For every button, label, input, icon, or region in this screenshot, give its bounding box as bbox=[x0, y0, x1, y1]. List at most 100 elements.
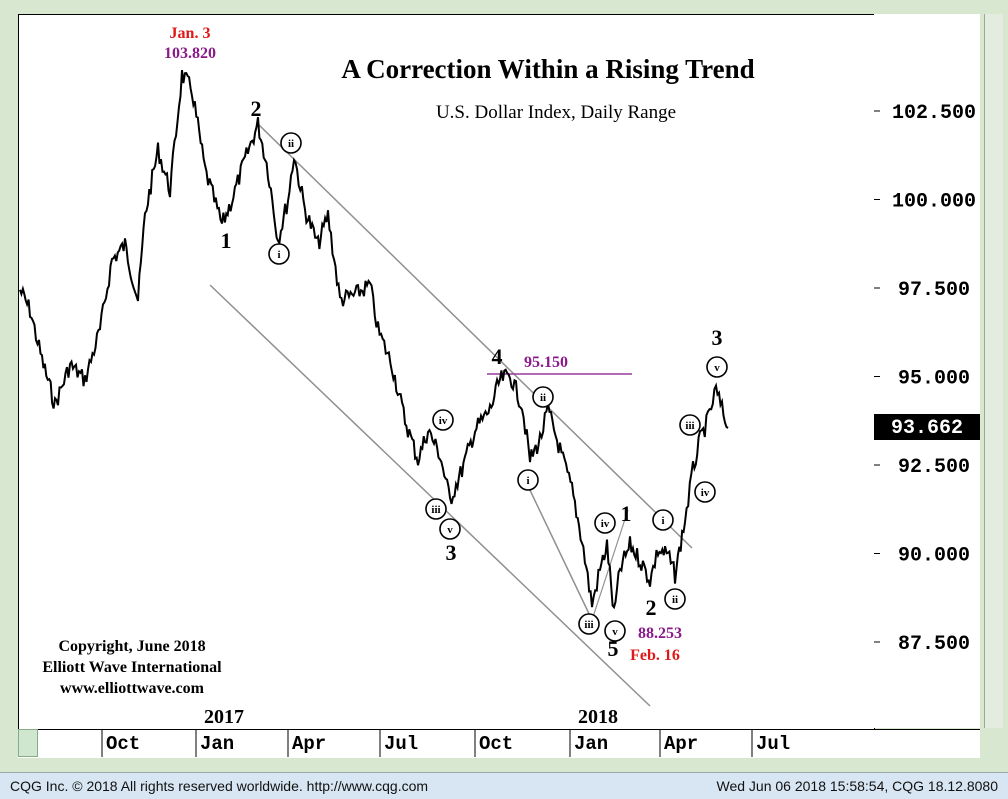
wave-label: 3 bbox=[446, 540, 457, 565]
low-value-label: 88.253 bbox=[638, 625, 682, 642]
subwave-label: i bbox=[517, 469, 539, 491]
wave-label: 3 bbox=[712, 325, 723, 350]
subwave-circle bbox=[706, 356, 728, 378]
subwave-text: v bbox=[612, 626, 618, 638]
y-axis: 102.500 100.000 97.500 95.000 92.500 90.000 87… bbox=[874, 102, 976, 656]
subwave-label: v bbox=[706, 356, 728, 378]
y-tick-label: 92.500 bbox=[898, 456, 970, 479]
subwave-text: iii bbox=[431, 504, 440, 516]
subwave-text: i bbox=[661, 515, 664, 527]
x-tick-label: Apr bbox=[292, 733, 326, 755]
price-line bbox=[19, 69, 729, 610]
wave-label: 5 bbox=[608, 636, 619, 661]
subwave-text: iv bbox=[701, 487, 710, 499]
subwave-circle bbox=[532, 386, 554, 408]
subwave-text: ii bbox=[288, 138, 294, 150]
wave-label: 1 bbox=[621, 501, 632, 526]
lower-channel-line bbox=[209, 284, 651, 707]
subwave-circle bbox=[604, 620, 626, 642]
y-tick-label: 90.000 bbox=[898, 545, 970, 568]
subwave-text: iii bbox=[584, 619, 593, 631]
low-date-label: Feb. 16 bbox=[630, 647, 680, 664]
wave-label: 2 bbox=[251, 96, 262, 121]
subwave-text: i bbox=[277, 249, 280, 261]
subwave-label: iv bbox=[432, 409, 454, 431]
last-price-label: 93.662 bbox=[891, 417, 963, 440]
status-bar: CQG Inc. © 2018 All rights reserved worl… bbox=[0, 772, 1008, 799]
high-date-label: Jan. 3 bbox=[170, 25, 211, 42]
subwave-label: i bbox=[268, 243, 290, 265]
subwave-circle bbox=[694, 481, 716, 503]
year-label-2018: 2018 bbox=[578, 706, 618, 728]
copyright-line-3: www.elliottwave.com bbox=[60, 680, 205, 697]
subwave-circle bbox=[578, 613, 600, 635]
y-tick-label: 97.500 bbox=[898, 279, 970, 302]
vertical-scrollbar[interactable] bbox=[984, 14, 1003, 728]
x-tick-label: Apr bbox=[664, 733, 698, 755]
subwave-label: v bbox=[439, 518, 461, 540]
subwave-text: v bbox=[447, 524, 453, 536]
subwave-label: iv bbox=[594, 512, 616, 534]
y-tick-label: 102.500 bbox=[892, 102, 976, 125]
subwave-label: iv bbox=[694, 481, 716, 503]
upper-channel-line bbox=[257, 123, 693, 549]
subwave-circle bbox=[268, 243, 290, 265]
subwave-label: iii bbox=[679, 414, 701, 436]
chart-title: A Correction Within a Rising Trend bbox=[341, 54, 754, 84]
y-axis-panel bbox=[874, 14, 980, 728]
wave-label: 4 bbox=[492, 344, 503, 369]
subwave-text: iv bbox=[439, 415, 448, 427]
subwave-circle bbox=[652, 509, 674, 531]
high-value-label: 103.820 bbox=[164, 45, 216, 62]
x-tick-label: Oct bbox=[106, 733, 140, 755]
wave-labels: 2 1 3 4 5 1 2 3 bbox=[221, 96, 723, 661]
copyright-line-2: Elliott Wave International bbox=[42, 659, 222, 676]
subwave-label: iii bbox=[425, 498, 447, 520]
status-right: Wed Jun 06 2018 15:58:54, CQG 18.12.8080 bbox=[716, 778, 998, 794]
x-axis: Oct Jan Apr Jul Oct Jan Apr Jul bbox=[101, 729, 790, 757]
subwave-circle bbox=[679, 414, 701, 436]
level-line-label: 95.150 bbox=[524, 354, 568, 371]
last-price-box bbox=[874, 414, 980, 440]
subwave-text: i bbox=[526, 475, 529, 487]
subwave-label: v bbox=[604, 620, 626, 642]
status-left: CQG Inc. © 2018 All rights reserved worl… bbox=[10, 778, 429, 794]
subwave-circle bbox=[425, 498, 447, 520]
chart-subtitle: U.S. Dollar Index, Daily Range bbox=[436, 102, 676, 123]
wave-label: 1 bbox=[221, 228, 232, 253]
subwave-text: ii bbox=[672, 594, 678, 606]
subwave-circle bbox=[594, 512, 616, 534]
x-tick-label: Jul bbox=[384, 733, 418, 755]
subwave-circle bbox=[432, 409, 454, 431]
copyright-line-1: Copyright, June 2018 bbox=[58, 638, 205, 655]
subwave-circle bbox=[517, 469, 539, 491]
x-axis-panel bbox=[18, 729, 980, 758]
subwave-label: ii bbox=[532, 386, 554, 408]
subwave-text: iii bbox=[685, 420, 694, 432]
subwave-circle bbox=[664, 588, 686, 610]
y-tick-label: 100.000 bbox=[892, 191, 976, 214]
inner-channel-line bbox=[527, 485, 593, 621]
subwave-text: iv bbox=[601, 518, 610, 530]
subwave-label: ii bbox=[280, 132, 302, 154]
x-tick-label: Jan bbox=[200, 733, 234, 755]
subwave-text: ii bbox=[540, 392, 546, 404]
subwave-text: v bbox=[714, 362, 720, 374]
x-tick-label: Jul bbox=[756, 733, 790, 755]
subwave-circle bbox=[439, 518, 461, 540]
scroll-corner[interactable] bbox=[18, 729, 38, 757]
price-series bbox=[19, 69, 729, 610]
y-tick-label: 87.500 bbox=[898, 633, 970, 656]
x-tick-label: Jan bbox=[574, 733, 608, 755]
subwave-circle bbox=[280, 132, 302, 154]
x-tick-label: Oct bbox=[479, 733, 513, 755]
y-tick-label: 95.000 bbox=[898, 368, 970, 391]
subwave-label: i bbox=[652, 509, 674, 531]
subwave-label: ii bbox=[664, 588, 686, 610]
wave-label: 2 bbox=[646, 595, 657, 620]
subwave-label: iii bbox=[578, 613, 600, 635]
plot-area bbox=[18, 14, 875, 730]
year-label-2017: 2017 bbox=[204, 706, 244, 728]
